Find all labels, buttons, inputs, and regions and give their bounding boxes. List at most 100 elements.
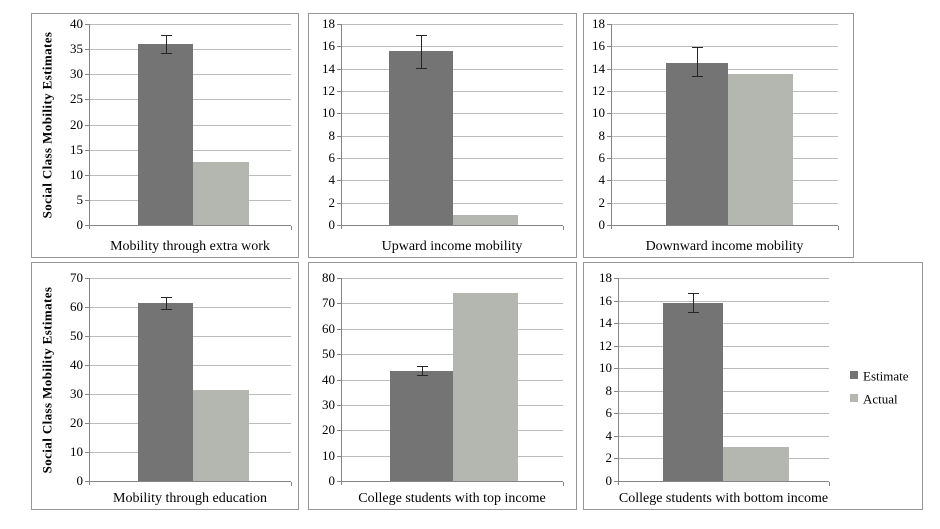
y-tick-mark [337, 456, 341, 457]
bar-actual [453, 215, 518, 225]
y-tick-mark [607, 180, 611, 181]
y-tick-mark [614, 413, 618, 414]
chart-title: College students with bottom income [618, 491, 829, 506]
y-tick-mark [607, 46, 611, 47]
error-bar-cap-bottom [692, 76, 703, 77]
x-axis-line [85, 481, 291, 482]
y-tick-label: 12 [322, 83, 335, 98]
gridline [619, 368, 829, 369]
y-tick-mark [337, 46, 341, 47]
gridline [619, 346, 829, 347]
y-tick-mark [85, 394, 89, 395]
y-tick-label: 20 [322, 422, 335, 437]
y-tick-label: 60 [70, 299, 83, 314]
error-bar-cap-bottom [688, 312, 699, 313]
gridline [612, 46, 838, 47]
y-tick-mark [607, 69, 611, 70]
y-tick-label: 10 [599, 360, 612, 375]
bar-actual [453, 293, 518, 481]
y-tick-mark [337, 158, 341, 159]
chart-title: Downward income mobility [645, 239, 804, 254]
y-tick-label: 8 [605, 383, 613, 398]
y-tick-label: 2 [598, 195, 606, 210]
y-tick-label: 50 [322, 346, 335, 361]
y-tick-mark [614, 458, 618, 459]
chart-panel-downward-income-mobility: Downward income mobility 0 2 4 6 8 10 12 14 16 18 [583, 13, 854, 258]
gridline [619, 391, 829, 392]
y-tick-mark [614, 278, 618, 279]
y-tick-label: 4 [598, 172, 606, 187]
gridline [612, 24, 838, 25]
y-tick-mark [85, 24, 89, 25]
gridline [342, 354, 563, 355]
y-axis-title: Social Class Mobility Estimates [39, 286, 54, 473]
gridline [619, 436, 829, 437]
y-tick-label: 4 [605, 428, 613, 443]
y-tick-mark [337, 136, 341, 137]
y-tick-label: 20 [70, 415, 83, 430]
x-axis-end-tick [563, 482, 564, 486]
x-axis-line [614, 481, 829, 482]
legend-label-actual: Actual [863, 391, 898, 407]
chart-legend: Estimate Actual [850, 367, 909, 413]
y-tick-mark [337, 113, 341, 114]
gridline [619, 323, 829, 324]
error-bar-cap-top [416, 35, 427, 36]
bar-actual [193, 390, 249, 481]
y-tick-label: 0 [598, 217, 606, 232]
bar-actual [723, 447, 789, 481]
y-tick-mark [337, 203, 341, 204]
bar-estimate [663, 303, 723, 481]
y-tick-label: 10 [322, 105, 335, 120]
bar-estimate [389, 51, 453, 225]
legend-label-estimate: Estimate [863, 368, 909, 384]
x-axis-line [337, 225, 563, 226]
chart-panel-mobility-through-education: Mobility through education 0 10 20 30 40 50 60… [31, 262, 299, 510]
y-tick-mark [614, 436, 618, 437]
x-axis-line [337, 481, 563, 482]
y-tick-label: 6 [605, 405, 613, 420]
y-tick-label: 40 [322, 372, 335, 387]
y-tick-mark [85, 423, 89, 424]
y-tick-mark [607, 136, 611, 137]
chart-title: Upward income mobility [381, 239, 523, 254]
gridline [619, 301, 829, 302]
x-axis-line [85, 225, 291, 226]
y-tick-label: 10 [322, 448, 335, 463]
y-tick-mark [337, 380, 341, 381]
y-tick-label: 14 [599, 315, 612, 330]
bar-actual [193, 162, 249, 225]
gridline [342, 303, 563, 304]
y-tick-mark [607, 91, 611, 92]
y-tick-label: 0 [76, 217, 84, 232]
y-tick-mark [337, 24, 341, 25]
y-tick-mark [337, 303, 341, 304]
y-tick-label: 0 [328, 473, 336, 488]
chart-panel-mobility-through-extra-work: Mobility through extra work 0 5 10 15 20 25 30… [31, 13, 299, 258]
error-bar-cap-top [417, 366, 428, 367]
y-tick-label: 80 [322, 270, 335, 285]
y-tick-label: 40 [70, 357, 83, 372]
chart-title: Mobility through extra work [110, 239, 270, 254]
error-bar-line [422, 366, 423, 375]
y-tick-label: 50 [70, 328, 83, 343]
error-bar-line [697, 47, 698, 76]
error-bar-cap-bottom [161, 309, 172, 310]
y-tick-label: 70 [70, 270, 83, 285]
chart-title: College students with top income [358, 491, 546, 506]
x-axis-line [607, 225, 838, 226]
y-tick-label: 16 [322, 38, 335, 53]
y-tick-label: 14 [592, 61, 605, 76]
y-tick-label: 18 [592, 16, 605, 31]
chart-panel-college-students-bottom-income: College students with bottom income Esti… [583, 262, 923, 510]
y-tick-mark [614, 368, 618, 369]
y-tick-label: 2 [605, 450, 613, 465]
actual-color-swatch [850, 394, 858, 403]
estimate-color-swatch [850, 371, 858, 380]
y-tick-label: 14 [322, 61, 335, 76]
gridline [342, 46, 563, 47]
bar-estimate [390, 371, 453, 481]
bar-actual [728, 74, 793, 225]
error-bar-line [166, 297, 167, 309]
x-axis-end-tick [291, 226, 292, 230]
